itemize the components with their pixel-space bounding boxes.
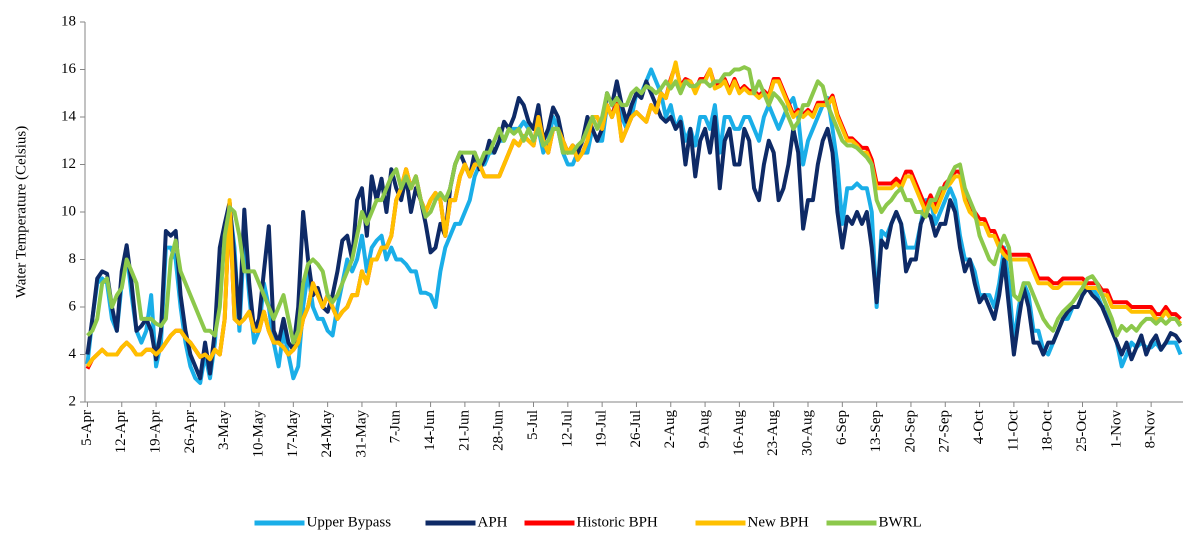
y-tick-label: 10 [61, 203, 76, 219]
x-tick-label: 4-Oct [971, 409, 987, 444]
x-tick-label: 25-Oct [1074, 409, 1090, 451]
x-tick-label: 8-Nov [1143, 410, 1159, 449]
x-tick-label: 12-Apr [113, 410, 129, 453]
legend-label: APH [478, 514, 508, 530]
y-tick-label: 12 [61, 156, 76, 172]
x-tick-label: 2-Aug [662, 410, 678, 449]
y-tick-label: 18 [61, 13, 76, 29]
series-line [86, 65, 1183, 345]
x-tick-label: 28-Jun [491, 410, 507, 451]
series-line [85, 79, 1183, 381]
y-tick-label: 16 [61, 61, 77, 77]
x-tick-label: 5-Apr [79, 410, 95, 446]
y-tick-label: 2 [69, 393, 77, 409]
x-tick-label: 11-Oct [1005, 409, 1021, 451]
x-tick-label: 13-Sep [868, 410, 884, 453]
x-tick-label: 17-May [285, 410, 301, 458]
y-tick-label: 14 [61, 108, 77, 124]
x-tick-label: 6-Sep [834, 410, 850, 445]
y-tick-label: 8 [69, 251, 77, 267]
legend-label: New BPH [748, 514, 809, 530]
x-tick-label: 19-Jul [594, 410, 610, 448]
legend-label: Historic BPH [577, 514, 658, 530]
legend-label: BWRL [879, 514, 922, 530]
x-tick-label: 5-Jul [525, 410, 541, 440]
x-tick-label: 18-Oct [1040, 409, 1056, 451]
legend-label: Upper Bypass [307, 514, 392, 530]
y-axis-title: Water Temperature (Celsius) [13, 126, 29, 298]
x-tick-label: 10-May [250, 410, 266, 458]
x-tick-label: 19-Apr [148, 410, 164, 453]
x-tick-label: 9-Aug [697, 410, 713, 449]
x-tick-label: 1-Nov [1108, 410, 1124, 449]
x-tick-label: 20-Sep [902, 410, 918, 453]
x-tick-label: 7-Jun [388, 410, 404, 444]
x-tick-label: 27-Sep [937, 410, 953, 453]
x-tick-label: 26-Apr [182, 410, 198, 453]
x-tick-label: 14-Jun [422, 410, 438, 451]
x-tick-label: 26-Jul [628, 410, 644, 448]
x-tick-label: 30-Aug [799, 410, 815, 456]
x-tick-label: 3-May [216, 410, 232, 450]
x-tick-label: 23-Aug [765, 410, 781, 456]
x-tick-label: 21-Jun [456, 410, 472, 451]
x-tick-label: 16-Aug [731, 410, 747, 456]
x-tick-label: 12-Jul [559, 410, 575, 448]
y-tick-label: 6 [69, 298, 77, 314]
x-tick-label: 24-May [319, 410, 335, 458]
y-tick-label: 4 [69, 346, 77, 362]
x-tick-label: 31-May [353, 410, 369, 458]
